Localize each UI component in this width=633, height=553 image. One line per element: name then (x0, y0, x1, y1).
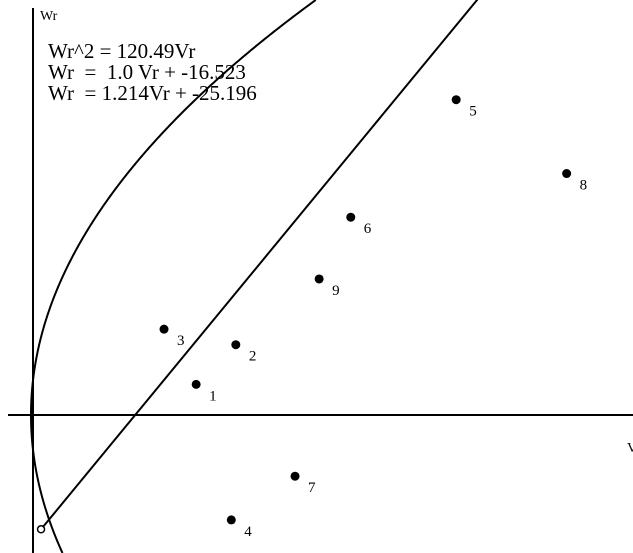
data-point-7 (290, 471, 300, 481)
point-label-3: 3 (177, 333, 185, 349)
parabola-curve (30, 0, 317, 553)
data-points (159, 95, 572, 525)
point-label-5: 5 (469, 104, 477, 120)
point-label-8: 8 (580, 178, 588, 194)
fit-curves (30, 0, 479, 553)
axes (8, 8, 633, 553)
point-label-1: 1 (209, 388, 217, 404)
data-point-3 (159, 324, 169, 334)
data-point-6 (346, 212, 356, 222)
equation-1: Wr^2 = 120.49Vr (48, 39, 196, 63)
point-label-9: 9 (332, 283, 340, 299)
point-label-6: 6 (364, 221, 372, 237)
data-point-8 (562, 169, 572, 179)
data-point-5 (451, 95, 461, 105)
equation-3: Wr = 1.214Vr + -25.196 (48, 81, 257, 105)
point-label-4: 4 (244, 524, 252, 540)
data-point-1 (191, 379, 201, 389)
intersection-marker (36, 525, 46, 534)
y-axis-label: Wr (40, 9, 58, 24)
point-label-7: 7 (308, 480, 316, 496)
data-point-9 (314, 274, 324, 284)
point-labels: 1 2 3 4 5 6 7 8 9 (177, 104, 587, 540)
data-point-2 (231, 340, 241, 350)
regression-line (40, 0, 479, 530)
equation-2: Wr = 1.0 Vr + -16.523 (48, 60, 246, 84)
point-label-2: 2 (249, 349, 256, 365)
x-axis-label: V (627, 441, 633, 456)
data-point-4 (226, 515, 236, 525)
